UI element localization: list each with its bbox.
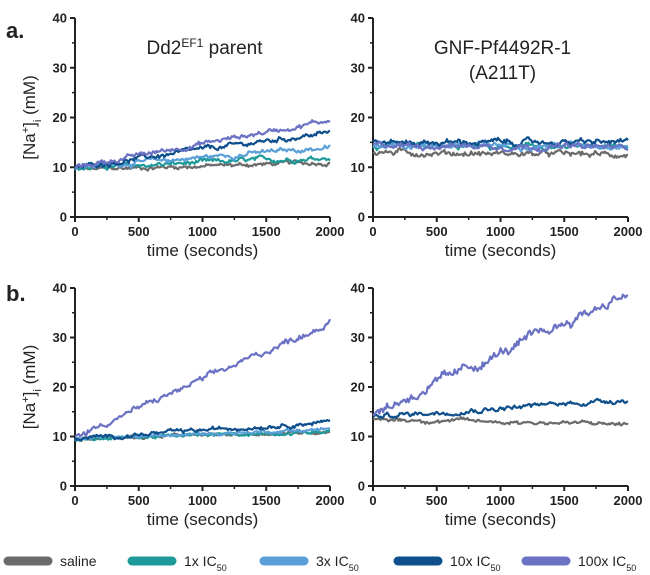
x-tick-label: 2000: [316, 493, 345, 508]
y-tick-label: 0: [60, 210, 67, 225]
x-tick-label: 2000: [614, 224, 643, 239]
y-tick-label: 20: [53, 380, 67, 395]
x-tick-label: 500: [128, 224, 150, 239]
y-tick-label: 30: [351, 330, 365, 345]
y-tick-label: 10: [351, 160, 365, 175]
y-tick-label: 10: [53, 429, 67, 444]
y-tick-label: 20: [351, 380, 365, 395]
chart-a-right: 0 10 20 30 40 0 500 1000 1500 2000 time (seconds) G…: [351, 11, 643, 261]
chart-b-left: 0 10 20 30 40 0 500 1000 1500 2000 time (seconds) […: [20, 281, 344, 530]
x-tick-label: 1000: [486, 493, 515, 508]
panel-b-label: b.: [6, 281, 26, 306]
y-tick-label: 30: [53, 330, 67, 345]
x-axis-label: time (seconds): [147, 510, 258, 529]
x-tick-label: 1500: [550, 493, 579, 508]
series-line-10x: [74, 129, 331, 169]
y-tick-label: 20: [53, 110, 67, 125]
y-tick-label: 0: [358, 210, 365, 225]
x-tick-label: 0: [369, 493, 376, 508]
series-line-3x: [74, 426, 331, 442]
x-tick-label: 1500: [550, 224, 579, 239]
legend-label: 3x IC50: [316, 553, 359, 573]
x-tick-label: 0: [71, 493, 78, 508]
chart-b-right: 0 10 20 30 40 0 500 1000 1500 2000 time (seconds): [351, 281, 643, 530]
x-tick-label: 500: [426, 224, 448, 239]
y-tick-label: 20: [351, 110, 365, 125]
y-tick-label: 30: [351, 60, 365, 75]
legend-item-saline: saline: [3, 553, 97, 569]
x-tick-label: 1500: [252, 493, 281, 508]
x-tick-label: 1000: [486, 224, 515, 239]
legend-label: 10x IC50: [450, 553, 500, 573]
y-tick-label: 40: [53, 281, 67, 296]
x-tick-label: 0: [71, 224, 78, 239]
legend-label: 100x IC50: [578, 553, 636, 573]
legend-item-10x: 10x IC50: [393, 553, 500, 573]
legend: saline 1x IC50 3x IC50 10x IC50 100x IC50: [3, 553, 636, 573]
x-tick-label: 0: [369, 224, 376, 239]
y-tick-label: 10: [53, 160, 67, 175]
y-axis-label: [Na+]i (mM): [20, 75, 44, 159]
y-axis-label: [Na+]i (mM): [20, 345, 44, 429]
series-line-100x: [372, 293, 629, 417]
chart-a-left: 0 10 20 30 40 0 500 1000 1500 2000 time (seconds) […: [20, 11, 344, 261]
y-tick-label: 0: [358, 479, 365, 494]
series-line-saline: [372, 416, 629, 427]
chart-subtitle: (A211T): [469, 63, 536, 84]
series-line-saline: [372, 147, 629, 159]
series-line-100x: [74, 318, 331, 438]
panel-a-label: a.: [6, 18, 24, 43]
legend-item-3x: 3x IC50: [259, 553, 359, 573]
x-tick-label: 500: [426, 493, 448, 508]
series-line-10x: [372, 397, 629, 420]
y-tick-label: 0: [60, 479, 67, 494]
legend-label: saline: [60, 553, 97, 569]
x-tick-label: 1000: [188, 224, 217, 239]
y-tick-label: 40: [351, 281, 365, 296]
series-line-100x: [74, 119, 331, 170]
x-axis-label: time (seconds): [445, 241, 556, 260]
y-tick-label: 30: [53, 60, 67, 75]
x-tick-label: 1500: [252, 224, 281, 239]
y-tick-label: 10: [351, 429, 365, 444]
legend-item-100x: 100x IC50: [521, 553, 636, 573]
chart-title: GNF-Pf4492R-1: [434, 38, 571, 59]
y-tick-label: 40: [53, 11, 67, 26]
series-line-100x: [372, 140, 629, 154]
x-axis-label: time (seconds): [147, 241, 258, 260]
x-tick-label: 2000: [614, 493, 643, 508]
x-tick-label: 1000: [188, 493, 217, 508]
chart-title: Dd2EF1 parent: [146, 36, 263, 59]
series-line-10x: [74, 418, 331, 442]
legend-item-1x: 1x IC50: [127, 553, 227, 573]
legend-label: 1x IC50: [184, 553, 227, 573]
y-tick-label: 40: [351, 11, 365, 26]
x-axis-label: time (seconds): [445, 510, 556, 529]
x-tick-label: 500: [128, 493, 150, 508]
series-line-saline: [74, 159, 331, 172]
x-tick-label: 2000: [316, 224, 345, 239]
